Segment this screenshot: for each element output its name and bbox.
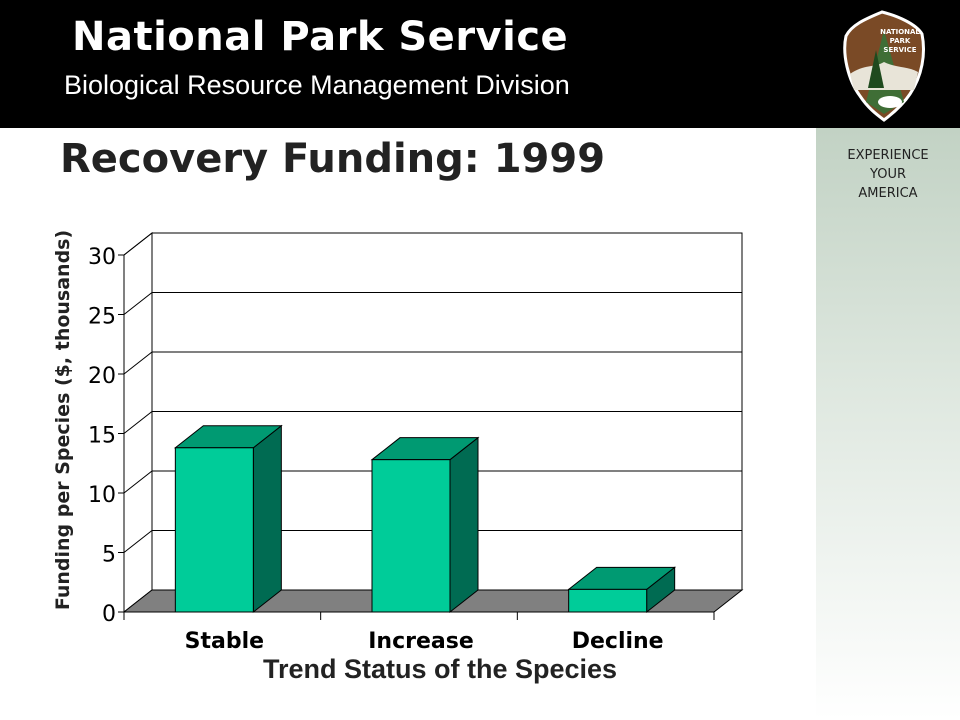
y-tick-label: 20 (88, 364, 116, 389)
header-bar: National Park Service Biological Resourc… (0, 0, 960, 128)
y-tick-label: 30 (88, 245, 116, 270)
org-name: National Park Service (72, 14, 569, 60)
tagline-line-1: EXPERIENCE (847, 148, 929, 163)
bar-side (449, 436, 479, 614)
x-tick-label: Decline (572, 629, 664, 654)
x-axis-title: Trend Status of the Species (263, 654, 617, 684)
logo-text-1: NATIONAL (880, 28, 920, 36)
gridline (123, 292, 742, 315)
tagline: EXPERIENCE YOUR AMERICA (816, 146, 960, 203)
gridline (123, 351, 742, 375)
y-tick-label: 10 (88, 483, 116, 508)
tagline-line-3: AMERICA (858, 186, 918, 201)
bar-side (252, 424, 282, 614)
gridline (123, 411, 742, 434)
slide-title: Recovery Funding: 1999 (60, 136, 606, 182)
y-tick-label: 0 (102, 602, 116, 627)
bar (371, 459, 451, 613)
gridline (123, 470, 742, 494)
side-panel: EXPERIENCE YOUR AMERICA (816, 128, 960, 720)
gridline (123, 530, 742, 553)
y-axis-title: Funding per Species ($, thousands) (52, 230, 74, 610)
bar (568, 588, 648, 613)
tagline-line-2: YOUR (869, 167, 906, 182)
bar (174, 447, 254, 613)
division-name: Biological Resource Management Division (64, 70, 570, 100)
nps-arrowhead-icon: NATIONAL PARK SERVICE (843, 10, 925, 122)
x-tick-label: Increase (368, 629, 474, 654)
y-tick-label: 25 (88, 305, 116, 330)
logo-text-2: PARK (890, 37, 911, 45)
gridline (123, 232, 742, 256)
y-tick-label: 15 (88, 424, 116, 449)
logo-text-3: SERVICE (883, 46, 916, 54)
x-tick-label: Stable (185, 629, 264, 654)
y-tick-label: 5 (102, 543, 116, 568)
